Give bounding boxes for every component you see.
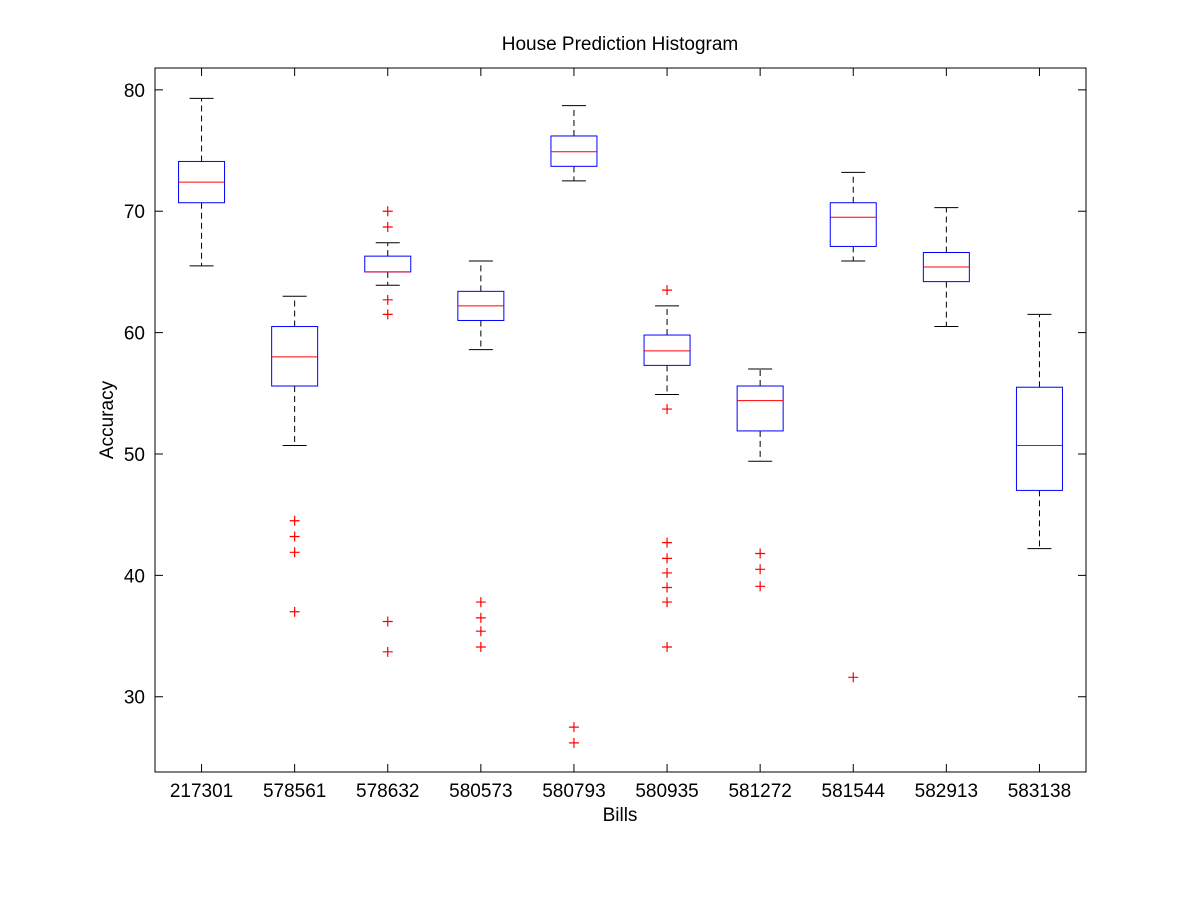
outlier-marker bbox=[289, 515, 300, 526]
x-tick-label: 580573 bbox=[449, 781, 512, 802]
outlier-marker bbox=[662, 537, 673, 548]
outlier-marker bbox=[662, 597, 673, 608]
box-581544 bbox=[829, 171, 877, 683]
outlier-marker bbox=[662, 582, 673, 593]
x-tick-label: 581272 bbox=[728, 781, 791, 802]
iqr-box bbox=[736, 385, 784, 432]
outlier-marker bbox=[382, 294, 393, 305]
outlier-marker bbox=[382, 206, 393, 217]
x-tick-label: 578561 bbox=[263, 781, 326, 802]
box-578561 bbox=[271, 295, 319, 617]
outlier-marker bbox=[382, 309, 393, 320]
y-tick-label: 80 bbox=[124, 81, 145, 102]
y-axis-ticks: 30 40 50 60 70 80 bbox=[124, 81, 1086, 709]
box-series bbox=[178, 97, 1063, 748]
outlier-marker bbox=[755, 548, 766, 559]
y-tick-label: 60 bbox=[124, 324, 145, 345]
iqr-box bbox=[643, 334, 691, 366]
y-tick-label: 50 bbox=[124, 445, 145, 466]
outlier-marker bbox=[382, 222, 393, 233]
outlier-marker bbox=[289, 547, 300, 558]
outlier-marker bbox=[662, 285, 673, 296]
outlier-marker bbox=[475, 597, 486, 608]
outlier-marker bbox=[848, 672, 859, 683]
outlier-marker bbox=[755, 581, 766, 592]
x-tick-label: 582913 bbox=[915, 781, 978, 802]
iqr-box bbox=[829, 202, 877, 247]
iqr-box bbox=[1015, 386, 1063, 491]
y-tick-label: 30 bbox=[124, 688, 145, 709]
box-578632 bbox=[364, 206, 412, 657]
outlier-marker bbox=[475, 641, 486, 652]
outlier-marker bbox=[289, 531, 300, 542]
y-axis-label: Accuracy bbox=[97, 380, 118, 459]
outlier-marker bbox=[475, 626, 486, 637]
x-axis-ticks: 217301 578561 578632 580573 580793 580935 5812… bbox=[170, 68, 1071, 802]
y-tick-label: 70 bbox=[124, 202, 145, 223]
chart-title: House Prediction Histogram bbox=[502, 34, 739, 55]
outlier-marker bbox=[382, 646, 393, 657]
box-580935 bbox=[643, 285, 691, 652]
y-tick-label: 40 bbox=[124, 566, 145, 587]
box-583138 bbox=[1015, 313, 1063, 550]
x-tick-label: 217301 bbox=[170, 781, 233, 802]
outlier-marker bbox=[662, 641, 673, 652]
outlier-marker bbox=[755, 564, 766, 575]
iqr-box bbox=[271, 326, 319, 387]
x-tick-label: 583138 bbox=[1008, 781, 1071, 802]
outlier-marker bbox=[662, 567, 673, 578]
outlier-marker bbox=[568, 737, 579, 748]
outlier-marker bbox=[662, 553, 673, 564]
outlier-marker bbox=[289, 606, 300, 617]
box-582913 bbox=[922, 207, 970, 328]
iqr-box bbox=[550, 135, 598, 167]
outlier-marker bbox=[568, 722, 579, 733]
x-tick-label: 580935 bbox=[635, 781, 698, 802]
outlier-marker bbox=[475, 612, 486, 623]
x-axis-label: Bills bbox=[603, 805, 638, 826]
x-tick-label: 580793 bbox=[542, 781, 605, 802]
x-tick-label: 578632 bbox=[356, 781, 419, 802]
plot-area-frame bbox=[154, 67, 1087, 773]
outlier-marker bbox=[382, 616, 393, 627]
x-tick-label: 581544 bbox=[822, 781, 886, 802]
box-580573 bbox=[457, 260, 505, 652]
box-580793 bbox=[550, 105, 598, 748]
box-581272 bbox=[736, 368, 784, 592]
box-217301 bbox=[178, 97, 226, 267]
outlier-marker bbox=[662, 404, 673, 415]
